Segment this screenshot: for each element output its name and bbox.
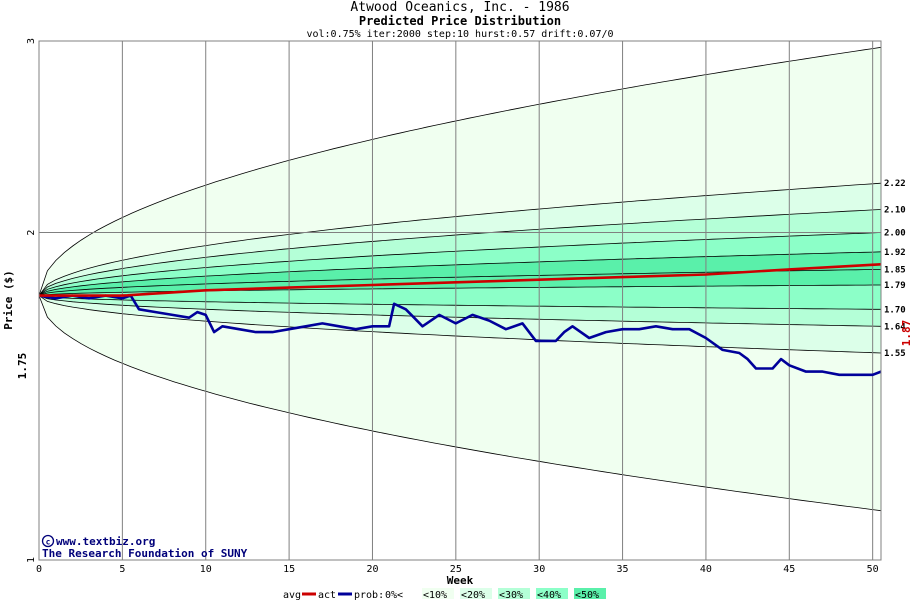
band-end-label: 1.70 (884, 305, 906, 315)
band-end-label: 1.64 (884, 322, 906, 332)
y-tick-label: 2 (26, 230, 37, 236)
credits: c www.textbiz.org The Research Foundatio… (41, 534, 248, 560)
percentile-contour (38, 295, 882, 512)
avg-series-line (39, 263, 882, 297)
probability-band (39, 47, 881, 296)
legend-item-label: <10% (423, 590, 447, 600)
probability-band (39, 251, 881, 296)
percentile-contour (38, 209, 882, 296)
probability-band (39, 232, 881, 296)
x-tick-label: 40 (700, 564, 712, 575)
x-tick-label: 25 (450, 564, 462, 575)
percentile-contour (38, 295, 882, 354)
percentile-contour (38, 46, 882, 296)
probability-band (39, 295, 881, 511)
band-end-label: 2.10 (884, 205, 906, 215)
legend-swatch (384, 588, 416, 599)
probability-bands (39, 47, 881, 511)
chart-title: Atwood Oceanics, Inc. - 1986 (350, 0, 569, 15)
band-end-label: 1.92 (884, 248, 906, 258)
legend-swatch (498, 588, 530, 599)
x-tick-labels: 0 5 10 15 20 25 30 35 40 45 50 (36, 564, 879, 575)
legend-prob-label: prob: (354, 590, 384, 600)
percentile-contour (38, 295, 881, 310)
start-price-label: 1.75 (16, 353, 29, 380)
chart-params: vol:0.75% iter:2000 step:10 hurst:0.57 d… (306, 29, 613, 40)
series-lines (38, 263, 882, 377)
legend-item-label: 0%< (385, 590, 403, 600)
x-tick-label: 15 (283, 564, 295, 575)
act-series-line (38, 294, 882, 377)
percentile-contour (38, 232, 882, 296)
legend-swatch (574, 588, 606, 599)
y-axis-label: Price ($) (2, 270, 15, 330)
probability-band (39, 295, 881, 327)
legend-swatch (422, 588, 454, 599)
band-end-label: 2.00 (884, 229, 906, 239)
band-end-label: 1.85 (884, 265, 906, 275)
copyright-icon (41, 534, 55, 548)
y-tick-label: 1 (26, 557, 37, 563)
x-tick-label: 20 (366, 564, 378, 575)
probability-band (39, 209, 881, 296)
x-tick-label: 50 (867, 564, 879, 575)
legend-item-label: <40% (537, 590, 561, 600)
band-end-label: 2.22 (884, 179, 906, 189)
percentile-contour (38, 295, 882, 327)
probability-band (39, 285, 881, 310)
legend-item-label: <50% (575, 590, 599, 600)
plot-frame (38, 40, 882, 561)
band-end-labels: 2.22 2.10 2.00 1.92 1.85 1.79 1.70 1.64 1.55 (884, 179, 906, 359)
band-end-label: 1.79 (884, 281, 906, 291)
legend-act-label: act (318, 590, 336, 600)
credit-site: www.textbiz.org (56, 535, 155, 548)
percentile-contour (38, 182, 882, 296)
x-tick-label: 35 (617, 564, 629, 575)
legend: avg act prob: 0%< <10% <20% <30% <40% <50% (283, 588, 606, 600)
y-tick-labels: 1 2 3 (26, 38, 37, 563)
x-tick-label: 5 (119, 564, 125, 575)
x-tick-label: 30 (533, 564, 545, 575)
chart-subtitle: Predicted Price Distribution (359, 14, 561, 28)
y-tick-label: 3 (26, 38, 37, 44)
current-price-label: 1.87 (900, 320, 913, 347)
x-axis-label: Week (447, 574, 474, 587)
copyright-icon-glyph: c (46, 538, 51, 547)
x-tick-label: 45 (783, 564, 795, 575)
percentile-contour (38, 251, 882, 296)
x-tick-label: 10 (200, 564, 212, 575)
band-end-label: 1.55 (884, 349, 906, 359)
credit-org: The Research Foundation of SUNY (42, 547, 248, 560)
legend-swatch (460, 588, 492, 599)
probability-band (39, 295, 881, 353)
x-tick-label: 0 (36, 564, 42, 575)
legend-item-label: <20% (461, 590, 485, 600)
probability-band (39, 183, 881, 296)
legend-item-label: <30% (499, 590, 523, 600)
plot-area (38, 40, 882, 561)
legend-swatch (536, 588, 568, 599)
legend-avg-label: avg (283, 590, 301, 600)
